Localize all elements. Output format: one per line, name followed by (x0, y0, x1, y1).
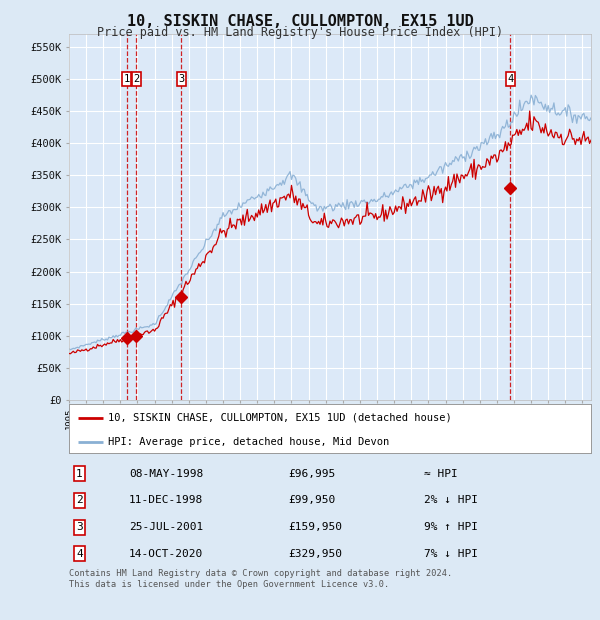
Text: 08-MAY-1998: 08-MAY-1998 (129, 469, 203, 479)
Text: 1: 1 (124, 74, 130, 84)
Text: 9% ↑ HPI: 9% ↑ HPI (424, 522, 478, 532)
Text: 2: 2 (133, 74, 140, 84)
Text: 2: 2 (76, 495, 83, 505)
Text: 1: 1 (76, 469, 83, 479)
Text: 10, SISKIN CHASE, CULLOMPTON, EX15 1UD: 10, SISKIN CHASE, CULLOMPTON, EX15 1UD (127, 14, 473, 29)
Text: 4: 4 (76, 549, 83, 559)
Text: ≈ HPI: ≈ HPI (424, 469, 458, 479)
Text: 2% ↓ HPI: 2% ↓ HPI (424, 495, 478, 505)
Text: 4: 4 (507, 74, 514, 84)
Text: £159,950: £159,950 (288, 522, 342, 532)
Text: Contains HM Land Registry data © Crown copyright and database right 2024.
This d: Contains HM Land Registry data © Crown c… (69, 569, 452, 588)
Text: 25-JUL-2001: 25-JUL-2001 (129, 522, 203, 532)
Text: £96,995: £96,995 (288, 469, 335, 479)
Text: 14-OCT-2020: 14-OCT-2020 (129, 549, 203, 559)
Text: £99,950: £99,950 (288, 495, 335, 505)
Text: 3: 3 (178, 74, 184, 84)
Text: 3: 3 (76, 522, 83, 532)
Text: 11-DEC-1998: 11-DEC-1998 (129, 495, 203, 505)
Text: Price paid vs. HM Land Registry's House Price Index (HPI): Price paid vs. HM Land Registry's House … (97, 26, 503, 39)
Text: 10, SISKIN CHASE, CULLOMPTON, EX15 1UD (detached house): 10, SISKIN CHASE, CULLOMPTON, EX15 1UD (… (108, 413, 452, 423)
Text: HPI: Average price, detached house, Mid Devon: HPI: Average price, detached house, Mid … (108, 437, 389, 447)
Text: 7% ↓ HPI: 7% ↓ HPI (424, 549, 478, 559)
Text: £329,950: £329,950 (288, 549, 342, 559)
